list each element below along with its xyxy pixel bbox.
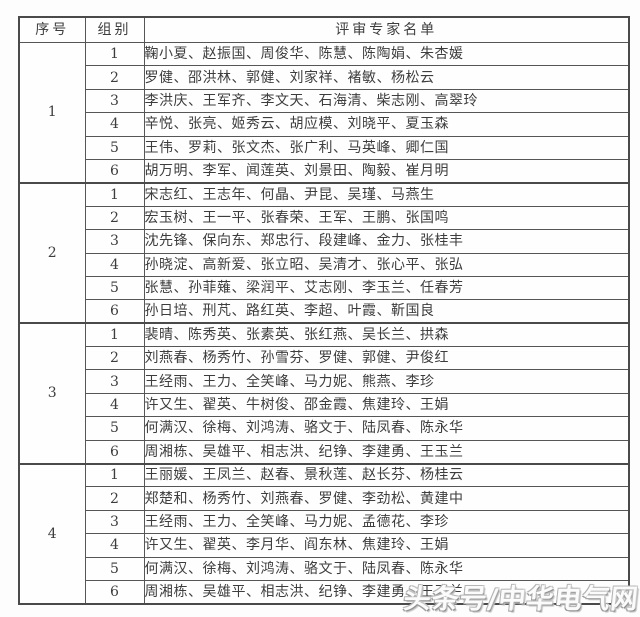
column-header-experts: 评审专家名单 [143, 16, 630, 43]
expert-names-cell: 孙晓淀、高新爱、张立昭、吴清才、张心平、张弘 [143, 252, 630, 277]
table-row: 2 郑楚和、杨秀竹、刘燕春、罗健、李劲松、黄建中 [19, 486, 630, 511]
table-row: 4 1 王丽媛、王凤兰、赵春、景秋莲、赵长芬、杨桂云 [18, 462, 630, 605]
table-row: 3 王经雨、王力、全笑峰、马力妮、孟德花、李珍 [19, 509, 630, 535]
row-number-cell: 1 [84, 322, 145, 348]
group-index-cell: 4 [18, 462, 86, 605]
expert-names-cell: 鞠小夏、赵振国、周俊华、陈慧、陈陶娟、朱杏媛 [143, 41, 630, 67]
expert-names-cell: 王丽媛、王凤兰、赵春、景秋莲、赵长芬、杨桂云 [143, 462, 630, 488]
expert-names-cell: 刘燕春、杨秀竹、孙雪芬、罗健、郭健、尹俊红 [143, 346, 630, 371]
row-number-cell: 1 [84, 462, 145, 488]
row-number-cell: 4 [84, 392, 145, 418]
table-row: 1 1 鞠小夏、赵振国、周俊华、陈慧、陈陶娟、朱杏媛 [18, 41, 630, 184]
expert-names-cell: 孙日培、刑芃、路红英、李超、叶霞、靳国良 [143, 299, 630, 324]
expert-names-cell: 张慧、孙菲薙、梁润平、艾志刚、李玉兰、任春芳 [143, 275, 630, 301]
table-row: 5 王伟、罗莉、张文杰、张广利、马英峰、卿仁国 [19, 135, 630, 160]
row-number-cell: 4 [84, 252, 145, 277]
table-row: 5 张慧、孙菲薙、梁润平、艾志刚、李玉兰、任春芳 [19, 275, 630, 301]
row-number-cell: 5 [84, 556, 145, 581]
expert-names-cell: 周湘栋、吴雄平、相志洪、纪铮、李建勇、王玉兰 [143, 579, 630, 605]
table-row: 6 胡万明、李军、闻莲英、刘景田、陶毅、崔月明 [19, 158, 630, 184]
table-row: 4 孙晓淀、高新爱、张立昭、吴清才、张心平、张弘 [19, 252, 630, 277]
table-row: 6 周湘栋、吴雄平、相志洪、纪铮、李建勇、王玉兰 [19, 439, 630, 465]
table-row: 4 辛悦、张亮、姬秀云、胡应模、刘晓平、夏玉森 [19, 112, 630, 137]
row-number-cell: 5 [84, 135, 145, 160]
expert-names-cell: 胡万明、李军、闻莲英、刘景田、陶毅、崔月明 [143, 158, 630, 184]
row-number-cell: 3 [84, 88, 145, 114]
experts-table-body: 1 1 鞠小夏、赵振国、周俊华、陈慧、陈陶娟、朱杏媛 2 罗健、邵洪林、郭健、刘家祥、褚… [18, 41, 630, 605]
table-row: 6 周湘栋、吴雄平、相志洪、纪铮、李建勇、王玉兰 [19, 579, 630, 605]
expert-names-cell: 沈先锋、保向东、郑忠行、段建峰、金力、张桂丰 [143, 229, 630, 254]
table-row: 4 许又生、翟英、李月华、阎东林、焦建玲、王娟 [19, 533, 630, 558]
row-number-cell: 3 [84, 229, 145, 254]
table-row: 5 何满汉、徐梅、刘鸿涛、骆文于、陆凤春、陈永华 [19, 556, 630, 581]
row-number-cell: 2 [84, 65, 145, 90]
expert-names-cell: 裴晴、陈秀英、张素英、张红燕、吴长兰、拱森 [143, 322, 630, 348]
expert-names-cell: 李洪庆、王军齐、李文天、石海清、柴志刚、高翠玲 [143, 88, 630, 114]
header-row: 序号 组别 评审专家名单 [18, 16, 630, 43]
table-row: 2 罗健、邵洪林、郭健、刘家祥、褚敏、杨松云 [19, 65, 630, 90]
expert-names-cell: 郑楚和、杨秀竹、刘燕春、罗健、李劲松、黄建中 [143, 486, 630, 511]
row-number-cell: 5 [84, 416, 145, 441]
column-header-group: 组别 [84, 16, 145, 43]
table-row: 2 宏玉树、王一平、张春荣、王军、王鹏、张国鸣 [19, 205, 630, 231]
table-row: 4 许又生、翟英、牛树俊、邵金霞、焦建玲、王娟 [19, 392, 630, 418]
table-row: 2 1 宋志红、王志年、何晶、尹昆、吴瑾、马燕生 [18, 181, 630, 324]
row-number-cell: 1 [84, 41, 145, 67]
expert-names-cell: 王经雨、王力、全笑峰、马力妮、孟德花、李珍 [143, 509, 630, 535]
expert-names-cell: 王经雨、王力、全笑峰、马力妮、熊燕、李珍 [143, 369, 630, 394]
row-number-cell: 6 [84, 299, 145, 324]
expert-names-cell: 王伟、罗莉、张文杰、张广利、马英峰、卿仁国 [143, 135, 630, 160]
expert-names-cell: 何满汉、徐梅、刘鸿涛、骆文于、陆凤春、陈永华 [143, 416, 630, 441]
table-row: 3 1 裴晴、陈秀英、张素英、张红燕、吴长兰、拱森 [18, 322, 630, 465]
row-number-cell: 2 [84, 346, 145, 371]
row-number-cell: 4 [84, 533, 145, 558]
row-number-cell: 6 [84, 439, 145, 465]
expert-names-cell: 许又生、翟英、李月华、阎东林、焦建玲、王娟 [143, 533, 630, 558]
table-row: 3 李洪庆、王军齐、李文天、石海清、柴志刚、高翠玲 [19, 88, 630, 114]
row-number-cell: 5 [84, 275, 145, 301]
row-number-cell: 2 [84, 486, 145, 511]
row-number-cell: 4 [84, 112, 145, 137]
expert-names-cell: 许又生、翟英、牛树俊、邵金霞、焦建玲、王娟 [143, 392, 630, 418]
group-index-cell: 2 [18, 181, 86, 324]
expert-names-cell: 宋志红、王志年、何晶、尹昆、吴瑾、马燕生 [143, 181, 630, 207]
table-row: 2 刘燕春、杨秀竹、孙雪芬、罗健、郭健、尹俊红 [19, 346, 630, 371]
expert-names-cell: 辛悦、张亮、姬秀云、胡应模、刘晓平、夏玉森 [143, 112, 630, 137]
expert-names-cell: 宏玉树、王一平、张春荣、王军、王鹏、张国鸣 [143, 205, 630, 231]
row-number-cell: 1 [84, 181, 145, 207]
table-header: 序号 组别 评审专家名单 [18, 16, 630, 43]
row-number-cell: 6 [84, 158, 145, 184]
row-number-cell: 3 [84, 509, 145, 535]
column-header-index: 序号 [18, 16, 86, 43]
table-row: 5 何满汉、徐梅、刘鸿涛、骆文于、陆凤春、陈永华 [19, 416, 630, 441]
table-row: 3 王经雨、王力、全笑峰、马力妮、熊燕、李珍 [19, 369, 630, 394]
group-index-cell: 3 [18, 322, 86, 465]
row-number-cell: 6 [84, 579, 145, 605]
row-number-cell: 2 [84, 205, 145, 231]
experts-table: 序号 组别 评审专家名单 1 1 鞠小夏、赵振国、周俊华、陈慧、陈陶娟、朱杏媛 2 罗健… [18, 16, 630, 605]
table-row: 6 孙日培、刑芃、路红英、李超、叶霞、靳国良 [19, 299, 630, 324]
group-index-cell: 1 [18, 41, 86, 184]
expert-names-cell: 罗健、邵洪林、郭健、刘家祥、褚敏、杨松云 [143, 65, 630, 90]
table-row: 3 沈先锋、保向东、郑忠行、段建峰、金力、张桂丰 [19, 229, 630, 254]
expert-names-cell: 何满汉、徐梅、刘鸿涛、骆文于、陆凤春、陈永华 [143, 556, 630, 581]
row-number-cell: 3 [84, 369, 145, 394]
expert-names-cell: 周湘栋、吴雄平、相志洪、纪铮、李建勇、王玉兰 [143, 439, 630, 465]
